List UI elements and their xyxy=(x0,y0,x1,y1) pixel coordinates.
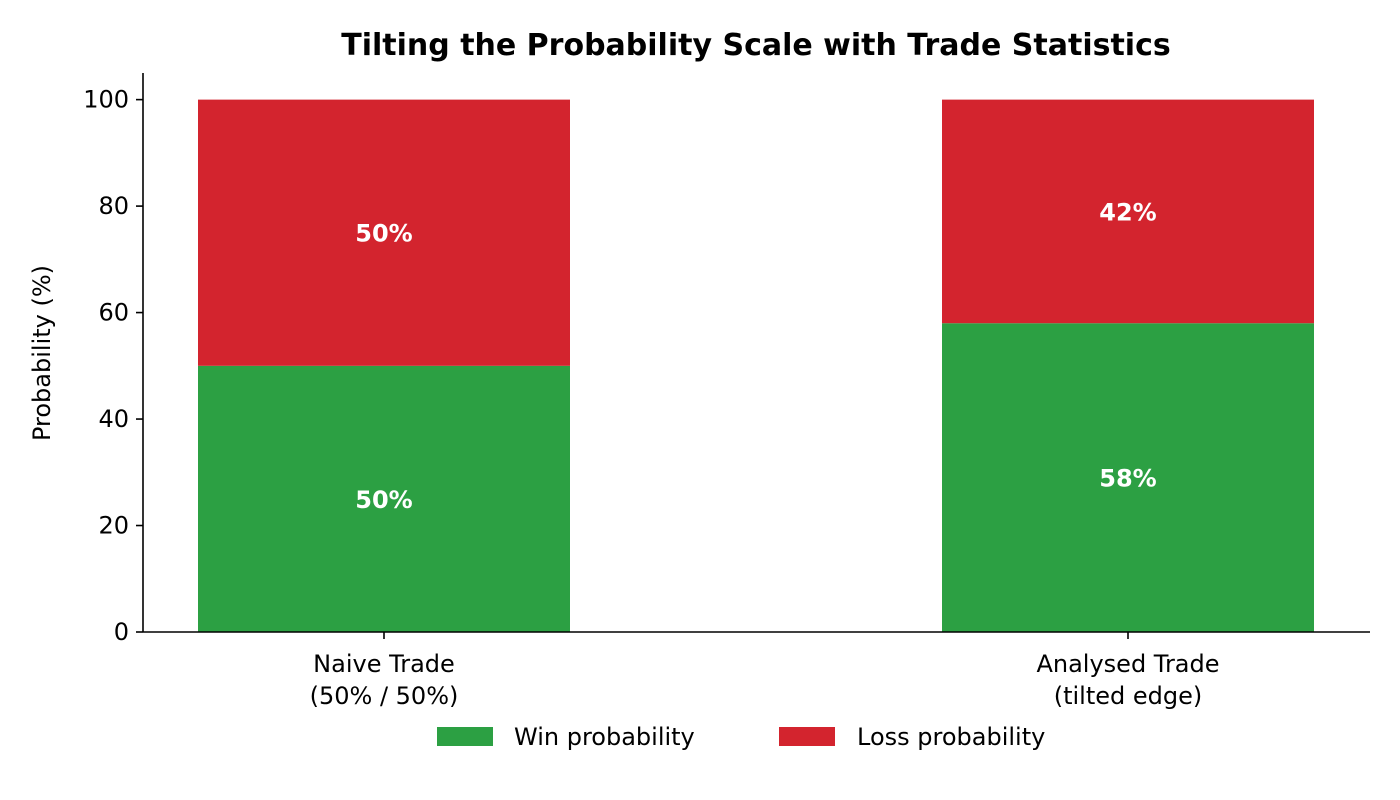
bar-label-win-1: 58% xyxy=(1099,465,1156,493)
legend-swatch-win xyxy=(437,727,493,746)
legend-label-win: Win probability xyxy=(514,723,695,751)
y-tick-label-100: 100 xyxy=(83,86,129,114)
x-tick-label-0-1: (50% / 50%) xyxy=(310,682,459,710)
y-tick-label-60: 60 xyxy=(98,299,129,327)
legend-swatch-loss xyxy=(779,727,835,746)
bar-loss-1 xyxy=(942,99,1314,324)
y-tick-label-80: 80 xyxy=(98,192,129,220)
y-axis-label: Probability (%) xyxy=(28,265,56,441)
plot-area: 50% 50% 58% 42% xyxy=(198,99,1314,632)
legend: Win probability Loss probability xyxy=(437,723,1045,751)
x-tick-label-1-1: (tilted edge) xyxy=(1054,682,1203,710)
bar-win-0 xyxy=(198,365,570,632)
x-tick-label-1-0: Analysed Trade xyxy=(1036,650,1219,678)
bar-win-1 xyxy=(942,323,1314,632)
legend-label-loss: Loss probability xyxy=(857,723,1045,751)
bar-label-loss-1: 42% xyxy=(1099,198,1156,226)
y-axis: 0 20 40 60 80 100 xyxy=(83,73,144,646)
y-tick-label-0: 0 xyxy=(114,618,129,646)
bar-label-win-0: 50% xyxy=(355,486,412,514)
x-axis: Naive Trade (50% / 50%) Analysed Trade (til… xyxy=(143,631,1370,710)
bar-label-loss-0: 50% xyxy=(355,220,412,248)
chart-title: Tilting the Probability Scale with Trade… xyxy=(341,28,1170,63)
x-tick-label-0-0: Naive Trade xyxy=(313,650,455,678)
bar-loss-0 xyxy=(198,99,570,366)
y-tick-label-20: 20 xyxy=(98,512,129,540)
y-tick-label-40: 40 xyxy=(98,405,129,433)
